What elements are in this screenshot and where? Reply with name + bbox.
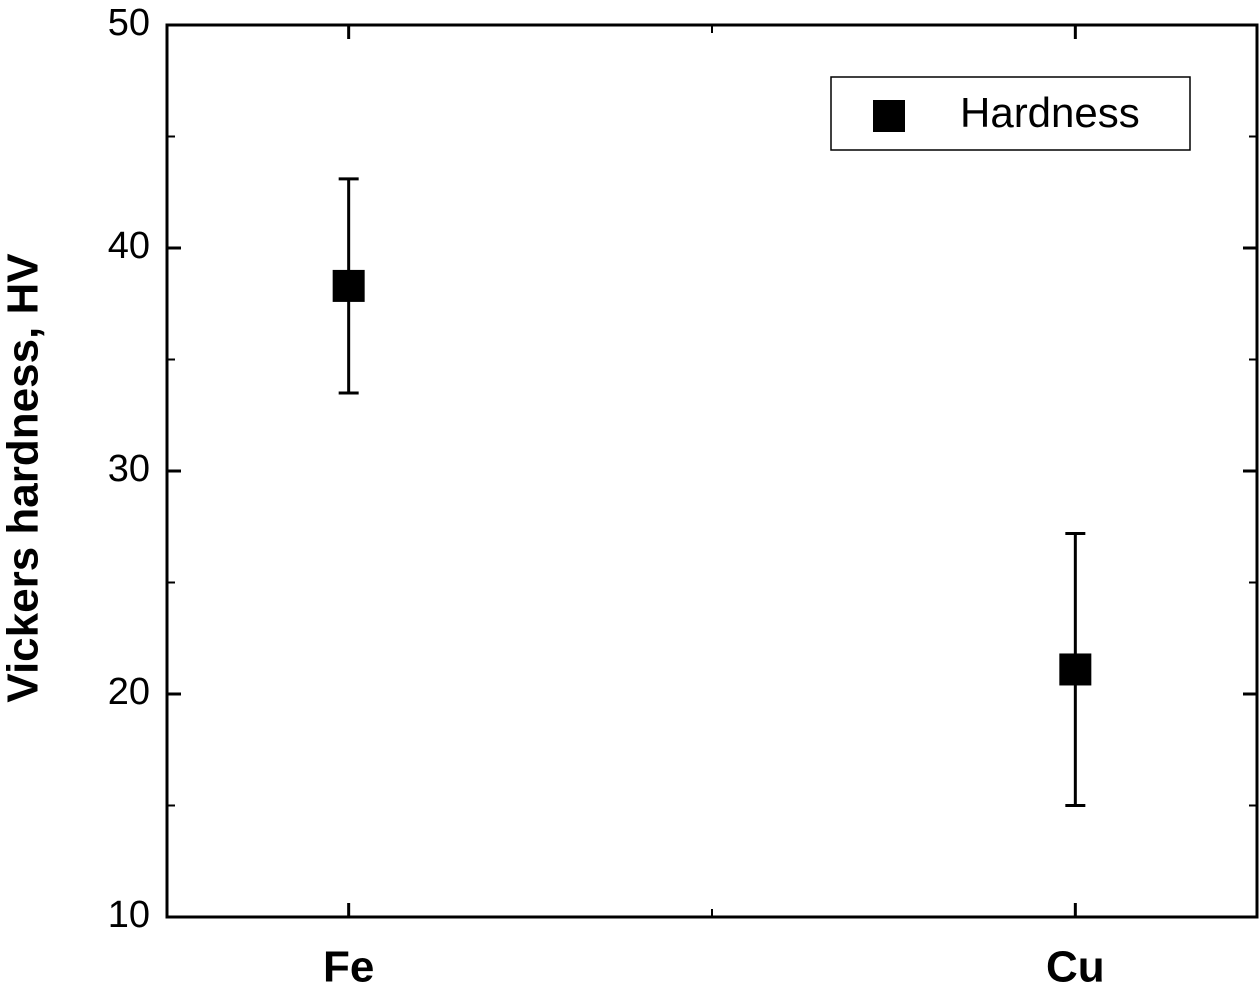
y-tick-label: 40 bbox=[108, 225, 150, 267]
legend-label: Hardness bbox=[960, 89, 1140, 136]
y-tick-label: 20 bbox=[108, 671, 150, 713]
x-tick-label: Cu bbox=[1046, 943, 1105, 991]
y-axis-label: Vickers hardness, HV bbox=[0, 253, 48, 703]
y-tick-label: 50 bbox=[108, 2, 150, 44]
legend-marker bbox=[873, 100, 905, 132]
y-tick-label: 30 bbox=[108, 448, 150, 490]
marker bbox=[1059, 653, 1092, 686]
plot-frame bbox=[165, 23, 1259, 919]
marker bbox=[332, 269, 365, 302]
y-tick-label: 10 bbox=[108, 894, 150, 936]
x-tick-label: Fe bbox=[323, 943, 374, 991]
